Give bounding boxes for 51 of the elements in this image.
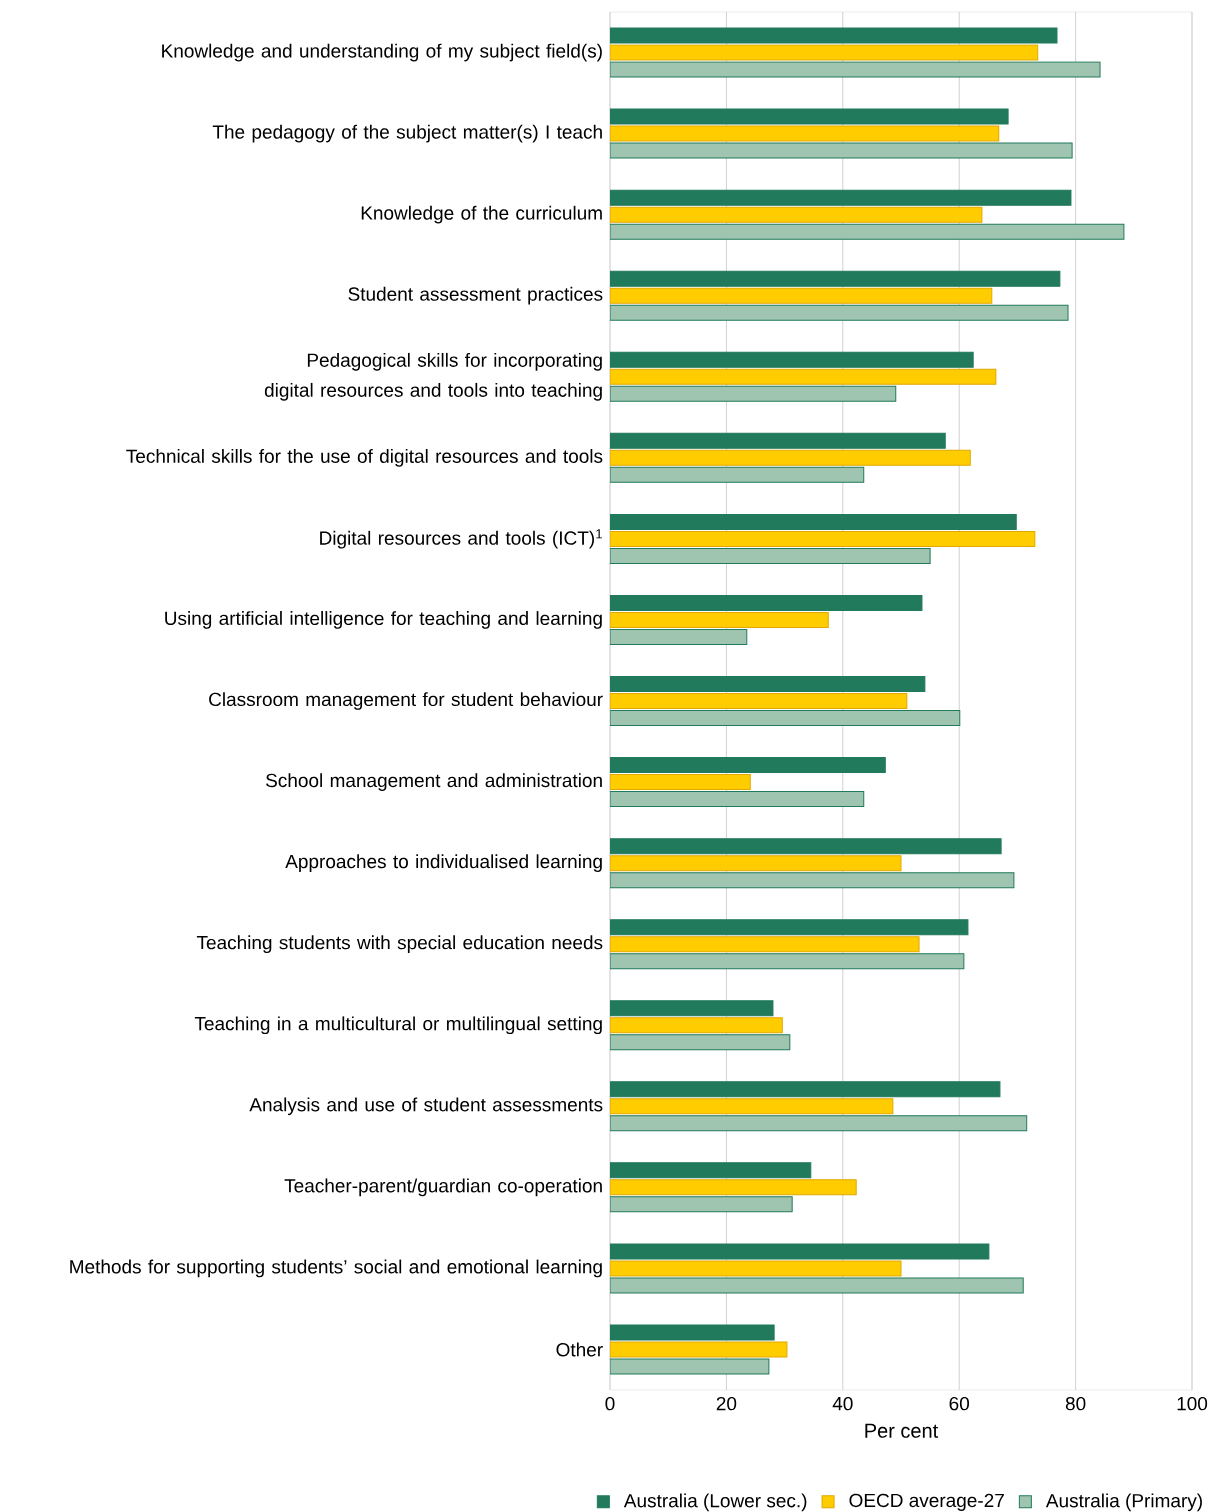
y-tick-label: Analysis and use of student assessments (249, 1097, 603, 1116)
y-tick-label: Pedagogical skills for incorporating digital resources and tools into teaching (264, 352, 602, 401)
legend-label: OECD average-27 (849, 1493, 1004, 1511)
x-tick-label: 0 (605, 1396, 615, 1411)
bar (610, 855, 902, 872)
bar (610, 774, 751, 791)
y-tick-label: Knowledge and understanding of my subject field(s) (162, 43, 602, 62)
legend-label: Australia (Lower sec.) (623, 1493, 807, 1512)
x-tick-label: 40 (832, 1396, 853, 1411)
y-tick-label: The pedagogy of the subject matter(s) I teach (212, 124, 602, 143)
y-tick-label: Classroom management for student behaviour (209, 692, 603, 710)
bar (610, 1034, 791, 1051)
bar (610, 449, 971, 466)
y-tick-label: Teaching students with special education needs (196, 935, 603, 954)
bar (610, 1098, 894, 1115)
y-tick-label: Other (556, 1342, 603, 1357)
y-tick-label: Student assessment practices (348, 286, 603, 305)
bar (610, 547, 931, 564)
y-tick-label: Digital resources and tools (ICT)$^{1}$ (320, 529, 602, 549)
bar (610, 936, 920, 953)
bar (610, 223, 1125, 240)
bar (610, 287, 993, 304)
bar (610, 530, 1036, 547)
bar (610, 710, 961, 727)
bar (610, 611, 829, 628)
x-axis-title: Per cent (865, 1423, 939, 1438)
y-tick-label: Using artificial intelligence for teaching and learning (165, 611, 602, 629)
bar (610, 1017, 783, 1034)
y-tick-label: Approaches to individualised learning (285, 854, 602, 872)
x-tick-label: 100 (1177, 1396, 1208, 1411)
y-tick-label: Knowledge of the curriculum (361, 205, 602, 224)
bar (610, 466, 865, 483)
legend-label: Australia (Primary) (1045, 1493, 1202, 1512)
x-tick-label: 20 (716, 1396, 737, 1411)
x-tick-label: 80 (1065, 1396, 1086, 1411)
bar (610, 385, 897, 402)
bar (610, 368, 997, 385)
y-tick-label: Technical skills for the use of digital resources and tools (126, 448, 603, 467)
bar (610, 1115, 1028, 1132)
y-tick-label: Teacher-parent/guardian co-operation (284, 1178, 602, 1197)
y-tick-label: Methods for supporting students’ social and emotional learning (70, 1259, 602, 1278)
bar (610, 628, 748, 645)
y-tick-label: Teaching in a multicultural or multilingual setting (194, 1016, 602, 1035)
bar (610, 872, 1015, 889)
bar (610, 693, 908, 710)
bar (610, 791, 865, 808)
x-tick-label: 60 (949, 1396, 970, 1411)
bar (610, 206, 983, 223)
bar (610, 953, 965, 970)
y-tick-label: School management and administration (266, 773, 602, 791)
bar (610, 304, 1069, 321)
